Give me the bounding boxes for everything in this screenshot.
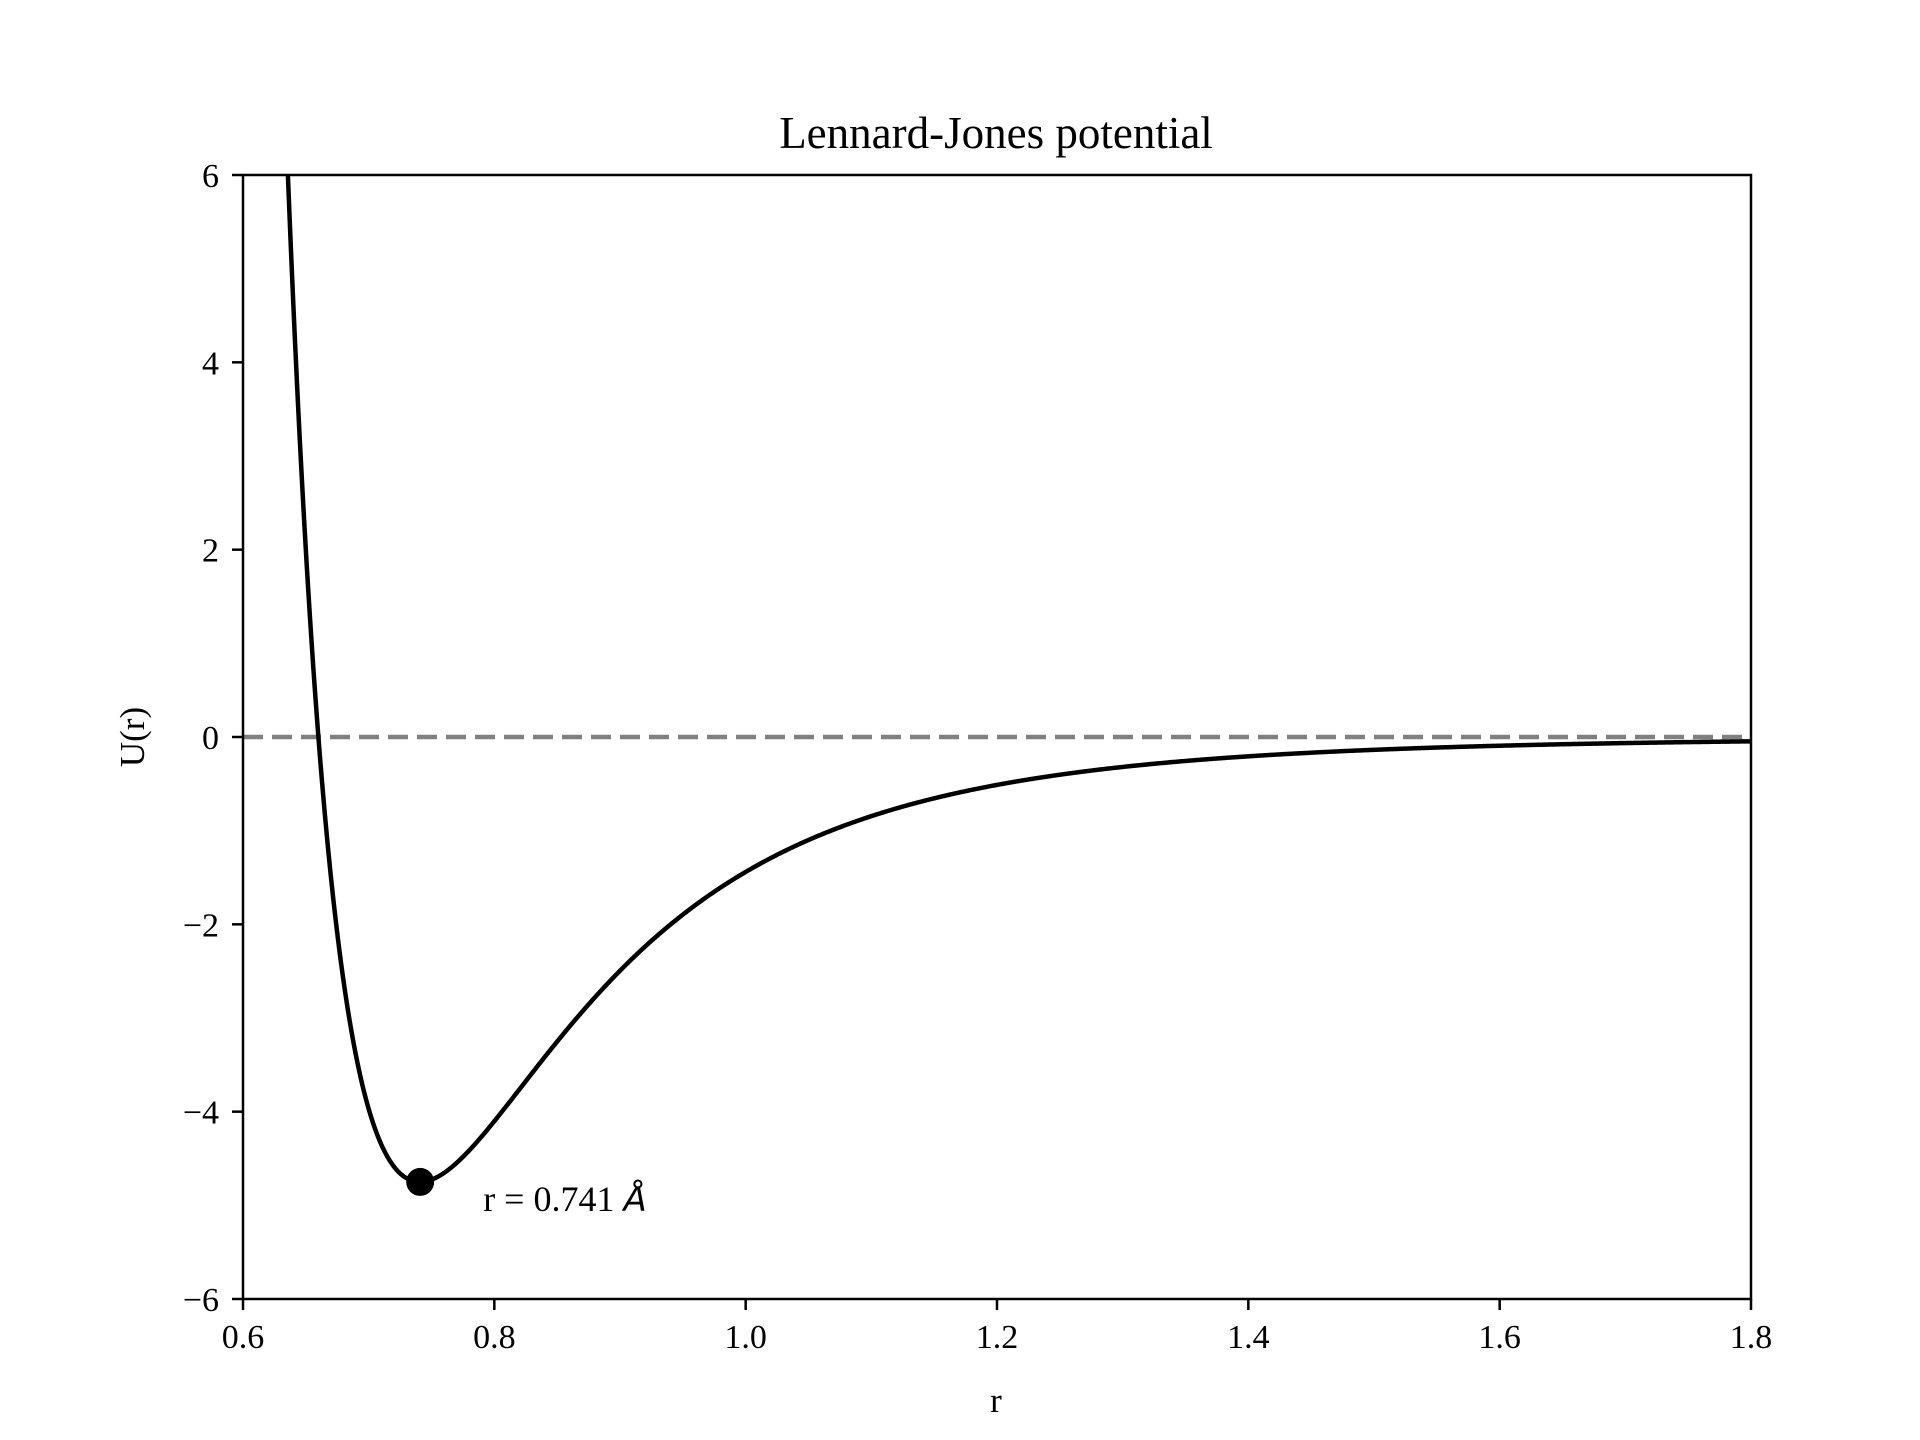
x-tick-label: 1.2 bbox=[976, 1319, 1019, 1356]
series-line bbox=[285, 174, 1752, 1185]
x-tick-label: 1.8 bbox=[1730, 1319, 1773, 1356]
minimum-marker bbox=[406, 1167, 435, 1196]
y-tick-label: −4 bbox=[183, 1095, 219, 1132]
x-tick-label: 1.6 bbox=[1478, 1319, 1521, 1356]
y-tick-label: −2 bbox=[183, 907, 219, 944]
minimum-annotation-text: r = 0.741 bbox=[483, 1179, 623, 1219]
plot-frame bbox=[241, 173, 1753, 1301]
y-tick-label: 6 bbox=[202, 158, 219, 195]
x-axis-label: r bbox=[990, 1381, 1002, 1420]
x-tick-label: 1.4 bbox=[1227, 1319, 1270, 1356]
chart-title: Lennard-Jones potential bbox=[779, 108, 1213, 158]
y-axis-label: U(r) bbox=[113, 707, 152, 767]
y-tick-label: 0 bbox=[202, 720, 219, 757]
y-tick-label: 4 bbox=[202, 345, 219, 382]
x-tick-label: 0.6 bbox=[222, 1319, 265, 1356]
y-axis-ticks: −6 −4 −2 0 2 4 6 bbox=[183, 158, 243, 1319]
x-tick-label: 0.8 bbox=[473, 1319, 516, 1356]
x-axis-ticks: 0.6 0.8 1.0 1.2 1.4 1.6 1.8 bbox=[222, 1299, 1773, 1356]
minimum-annotation-unit: Å bbox=[621, 1179, 646, 1220]
y-tick-label: 2 bbox=[202, 533, 219, 570]
x-tick-label: 1.0 bbox=[724, 1319, 767, 1356]
minimum-annotation: r = 0.741 Å bbox=[483, 1179, 647, 1220]
y-tick-label: −6 bbox=[183, 1282, 219, 1319]
